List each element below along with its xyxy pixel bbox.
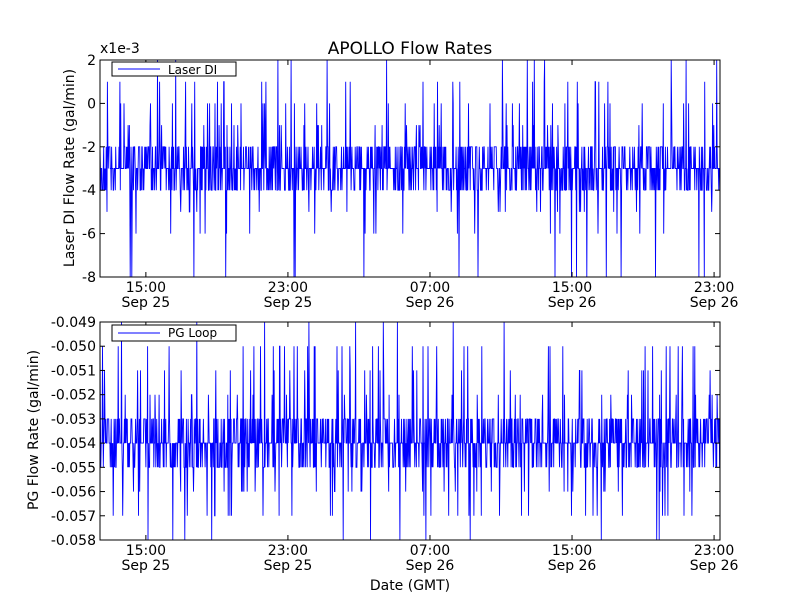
laser-di-x-tick-time: 15:00	[552, 280, 592, 296]
laser-di-legend: Laser DI	[111, 61, 237, 77]
laser-di-legend-label: Laser DI	[168, 63, 217, 77]
laser-di-x-tick-time: 23:00	[268, 280, 308, 296]
laser-di-line	[100, 60, 720, 277]
pg-loop-line	[100, 322, 720, 540]
pg-loop-y-tick-label: -0.052	[51, 388, 96, 404]
laser-di-y-tick-label: -2	[82, 140, 96, 156]
laser-di-legend-box	[111, 61, 237, 77]
pg-loop-x-tick-date: Sep 25	[122, 558, 171, 574]
pg-axes: -0.049 -0.050 -0.051 -0.052 -0.053 -0.054 -0.0…	[26, 315, 738, 594]
pg-loop-x-tick-time: 23:00	[268, 543, 308, 559]
pg-loop-y-tick-label: -0.057	[51, 509, 96, 525]
laser-di-y-tick-label: 0	[87, 96, 96, 112]
pg-loop-y-tick-label: -0.049	[51, 315, 96, 331]
laser-di-plot-frame	[99, 59, 721, 278]
laser-di-x-tick-time: 07:00	[410, 280, 450, 296]
laser-di-y-tick-label: -8	[82, 270, 96, 286]
laser-di-y-tick-label: -6	[82, 227, 96, 243]
pg-loop-x-tick-time: 23:00	[694, 543, 734, 559]
pg-loop-y-tick-label: -0.058	[51, 533, 96, 549]
pg-loop-x-tick-date: Sep 26	[406, 558, 455, 574]
laser-di-y-axis-label: Laser DI Flow Rate (gal/min)	[62, 69, 78, 267]
pg-loop-x-tick-date: Sep 25	[264, 558, 313, 574]
pg-loop-y-tick-label: -0.054	[51, 436, 96, 452]
pg-loop-legend-label: PG Loop	[168, 326, 217, 340]
x-axis-label: Date (GMT)	[370, 578, 450, 594]
pg-loop-series-group	[100, 322, 720, 540]
pg-loop-legend: PG Loop	[111, 324, 237, 342]
laser-di-x-tick-date: Sep 25	[122, 295, 171, 311]
laser-di-x-tick-date: Sep 26	[690, 295, 739, 311]
pg-ticks: -0.049 -0.050 -0.051 -0.052 -0.053 -0.054 -0.0…	[51, 315, 739, 574]
laser-di-x-tick-time: 23:00	[694, 280, 734, 296]
pg-loop-y-tick-label: -0.051	[51, 363, 96, 379]
laser-di-series-group	[100, 60, 720, 277]
pg-loop-y-tick-label: -0.050	[51, 339, 96, 355]
laser-di-y-tick-label: 2	[87, 53, 96, 69]
pg-loop-y-tick-label: -0.055	[51, 460, 96, 476]
laser-di-x-tick-date: Sep 26	[548, 295, 597, 311]
pg-loop-x-tick-date: Sep 26	[690, 558, 739, 574]
laser-di-x-tick-time: 15:00	[126, 280, 166, 296]
pg-loop-x-tick-time: 15:00	[552, 543, 592, 559]
chart-title: APOLLO Flow Rates	[328, 39, 493, 59]
pg-loop-x-tick-date: Sep 26	[548, 558, 597, 574]
pg-loop-legend-box	[111, 324, 237, 342]
pg-loop-y-tick-label: -0.053	[51, 412, 96, 428]
laser-di-y-tick-label: -4	[82, 183, 96, 199]
laser-di-x-tick-date: Sep 26	[406, 295, 455, 311]
laser-di-x-tick-date: Sep 25	[264, 295, 313, 311]
pg-plot-frame	[99, 321, 721, 541]
pg-loop-x-tick-time: 07:00	[410, 543, 450, 559]
laser-di-multiplier-label: x1e-3	[100, 41, 140, 57]
pg-y-axis-label: PG Flow Rate (gal/min)	[26, 350, 42, 510]
pg-loop-y-tick-label: -0.056	[51, 485, 96, 501]
pg-loop-x-tick-time: 15:00	[126, 543, 166, 559]
